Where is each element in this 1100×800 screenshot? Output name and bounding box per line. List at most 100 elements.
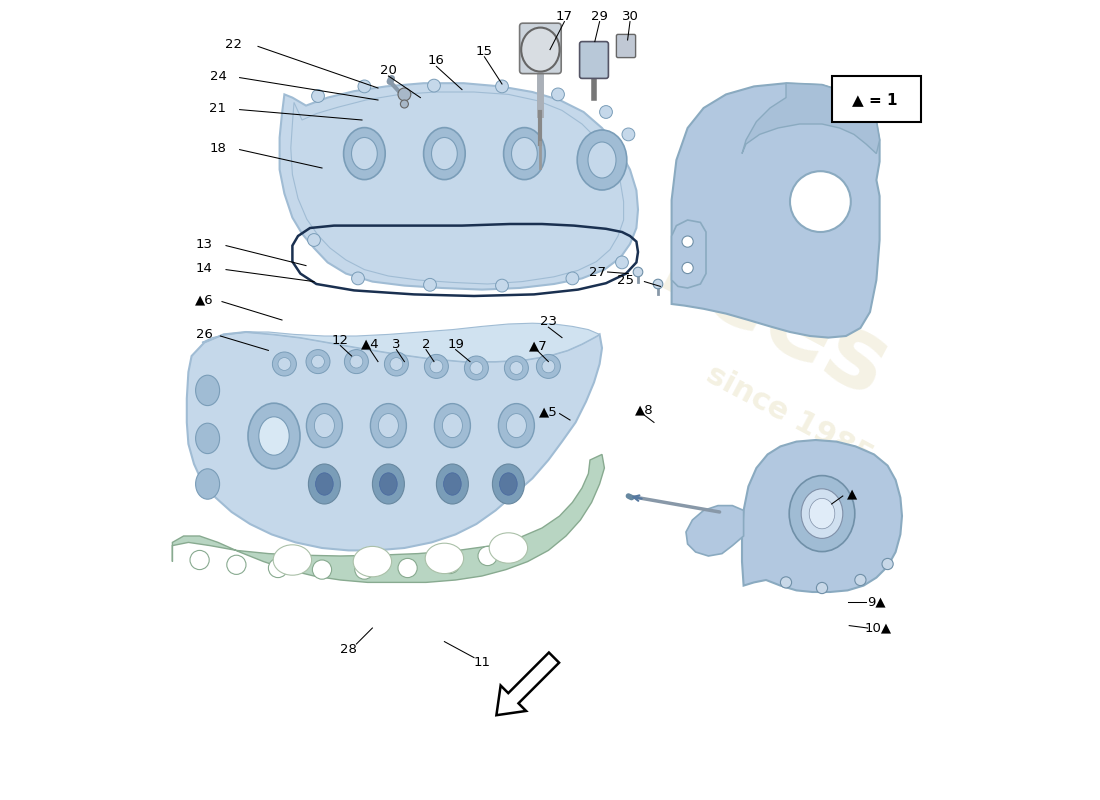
Circle shape xyxy=(384,352,408,376)
Polygon shape xyxy=(672,220,706,288)
Ellipse shape xyxy=(308,464,340,504)
Polygon shape xyxy=(742,83,880,154)
Text: 9▲: 9▲ xyxy=(867,595,886,608)
Ellipse shape xyxy=(196,423,220,454)
Text: 28: 28 xyxy=(340,643,356,656)
Text: 27: 27 xyxy=(590,266,606,278)
Text: rees: rees xyxy=(644,220,904,420)
Text: 19: 19 xyxy=(448,338,464,350)
Ellipse shape xyxy=(521,27,560,72)
Ellipse shape xyxy=(371,403,406,447)
Text: 11: 11 xyxy=(473,656,491,669)
Ellipse shape xyxy=(316,473,333,495)
Polygon shape xyxy=(202,323,600,362)
Text: 20: 20 xyxy=(379,64,397,77)
Text: 12: 12 xyxy=(332,334,349,346)
Circle shape xyxy=(653,279,663,289)
Ellipse shape xyxy=(307,403,342,447)
Ellipse shape xyxy=(196,375,220,406)
Text: 15: 15 xyxy=(476,45,493,58)
Ellipse shape xyxy=(431,138,458,170)
Circle shape xyxy=(278,358,290,370)
Text: ▲4: ▲4 xyxy=(361,338,379,350)
Text: 10▲: 10▲ xyxy=(865,622,892,634)
Text: ▲6: ▲6 xyxy=(195,294,213,306)
Ellipse shape xyxy=(424,127,465,179)
Polygon shape xyxy=(686,506,744,556)
Polygon shape xyxy=(279,83,638,290)
Ellipse shape xyxy=(499,473,517,495)
Circle shape xyxy=(551,88,564,101)
Circle shape xyxy=(470,362,483,374)
Ellipse shape xyxy=(434,403,471,447)
Circle shape xyxy=(398,88,410,101)
Circle shape xyxy=(496,80,508,93)
Circle shape xyxy=(355,560,374,579)
Text: since 1985: since 1985 xyxy=(702,360,879,472)
Circle shape xyxy=(430,360,443,373)
Circle shape xyxy=(816,582,827,594)
Text: 18: 18 xyxy=(210,142,227,154)
Circle shape xyxy=(510,362,522,374)
Circle shape xyxy=(537,354,560,378)
Circle shape xyxy=(358,80,371,93)
Text: 16: 16 xyxy=(428,54,444,67)
Ellipse shape xyxy=(378,414,398,438)
Text: 30: 30 xyxy=(621,10,638,22)
Text: 17: 17 xyxy=(556,10,573,22)
Circle shape xyxy=(350,355,363,368)
Ellipse shape xyxy=(504,127,546,179)
Circle shape xyxy=(425,354,449,378)
Circle shape xyxy=(621,128,635,141)
Circle shape xyxy=(780,577,792,588)
Text: 26: 26 xyxy=(196,328,212,341)
Circle shape xyxy=(311,90,324,102)
Circle shape xyxy=(507,536,526,555)
Ellipse shape xyxy=(443,473,461,495)
Ellipse shape xyxy=(343,127,385,179)
Ellipse shape xyxy=(801,489,843,538)
Text: 29: 29 xyxy=(591,10,608,22)
FancyBboxPatch shape xyxy=(833,76,921,122)
Ellipse shape xyxy=(373,464,405,504)
Ellipse shape xyxy=(248,403,300,469)
Ellipse shape xyxy=(196,469,220,499)
Text: 23: 23 xyxy=(540,315,557,328)
Circle shape xyxy=(478,546,497,566)
Ellipse shape xyxy=(442,414,462,438)
Circle shape xyxy=(227,555,246,574)
Polygon shape xyxy=(672,83,880,338)
Polygon shape xyxy=(187,332,602,550)
Circle shape xyxy=(616,256,628,269)
Circle shape xyxy=(428,79,440,92)
Circle shape xyxy=(312,560,331,579)
Ellipse shape xyxy=(498,403,535,447)
Text: 2: 2 xyxy=(421,338,430,350)
Text: ▲ = 1: ▲ = 1 xyxy=(852,92,898,106)
Ellipse shape xyxy=(258,417,289,455)
Ellipse shape xyxy=(379,473,397,495)
Circle shape xyxy=(308,234,320,246)
Circle shape xyxy=(790,171,850,232)
Text: 22: 22 xyxy=(226,38,242,50)
Circle shape xyxy=(542,360,554,373)
Circle shape xyxy=(400,100,408,108)
Ellipse shape xyxy=(437,464,469,504)
Ellipse shape xyxy=(810,498,835,529)
Text: 21: 21 xyxy=(209,102,227,114)
Circle shape xyxy=(600,106,613,118)
Circle shape xyxy=(352,272,364,285)
FancyArrow shape xyxy=(496,653,559,715)
Ellipse shape xyxy=(315,414,334,438)
Ellipse shape xyxy=(789,475,855,552)
FancyBboxPatch shape xyxy=(616,34,636,58)
Text: 13: 13 xyxy=(196,238,213,250)
Circle shape xyxy=(566,272,579,285)
Text: ▲5: ▲5 xyxy=(539,406,558,418)
Ellipse shape xyxy=(493,464,525,504)
FancyBboxPatch shape xyxy=(519,23,561,74)
Circle shape xyxy=(311,355,324,368)
Text: ▲7: ▲7 xyxy=(529,339,548,352)
Circle shape xyxy=(634,267,642,277)
Text: ▲: ▲ xyxy=(847,488,858,501)
